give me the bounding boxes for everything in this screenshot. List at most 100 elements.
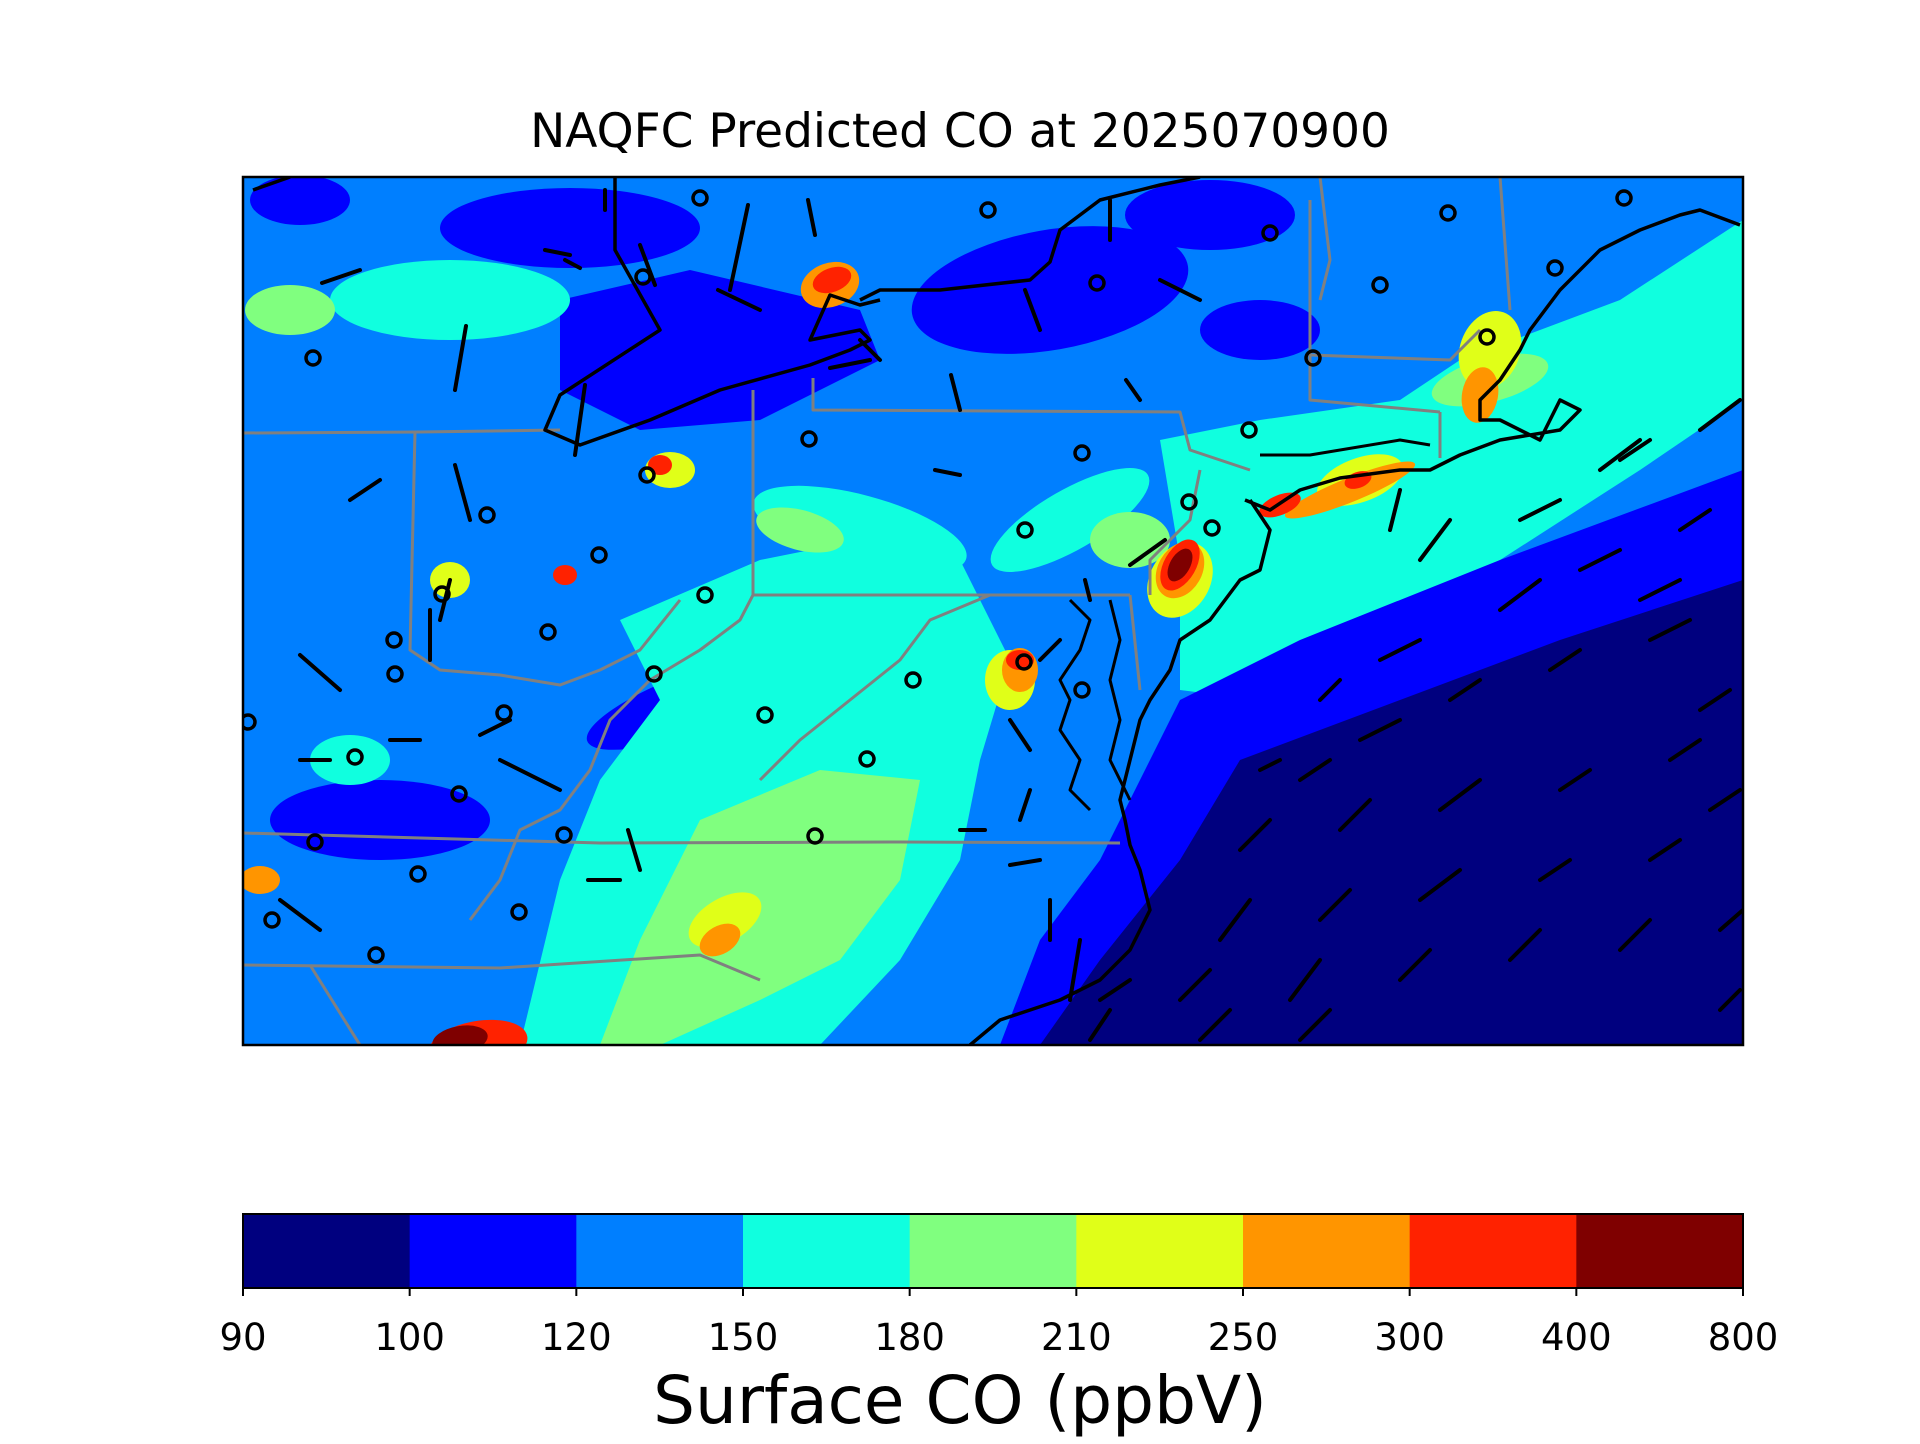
wind-barb: [806, 198, 817, 237]
region-orange-ct: [1461, 367, 1499, 423]
state-line-nh-vt: [1498, 177, 1512, 311]
calm-wind-marker: [638, 466, 656, 484]
state-line-ma: [1309, 328, 1482, 362]
state-line-nj: [1148, 469, 1202, 595]
map-area: [243, 177, 1743, 1045]
calm-wind-marker: [1180, 493, 1198, 511]
state-line-sc: [308, 964, 362, 1045]
calm-wind-marker: [904, 671, 922, 689]
colorbar-tick-label: 210: [1041, 1316, 1112, 1359]
state-line-tn-nc: [243, 953, 761, 982]
wind-barb: [1298, 758, 1332, 782]
wind-barb: [1448, 678, 1482, 702]
wind-barb: [949, 373, 962, 412]
calm-wind-marker: [306, 833, 324, 851]
calm-wind-marker: [263, 911, 281, 929]
wind-barb: [716, 288, 762, 312]
coastline-mid-atlantic: [968, 499, 1272, 1045]
region-orange-west: [243, 866, 280, 894]
state-line-pa-south: [751, 390, 1130, 597]
wind-barb: [563, 258, 582, 270]
region-cyan-valley: [990, 468, 1150, 572]
wind-barb: [1008, 858, 1042, 867]
colorbar-tick-label: 120: [541, 1316, 612, 1359]
wind-barb: [1198, 1008, 1232, 1042]
wind-barb: [1124, 378, 1142, 402]
colorbar-segment: [243, 1214, 411, 1288]
calm-wind-marker: [858, 750, 876, 768]
calm-wind-marker: [539, 623, 557, 641]
region-darkred-hotspot: [1167, 548, 1193, 582]
wind-barb: [1318, 678, 1342, 702]
coastline-lake-erie: [543, 177, 881, 447]
wind-barb: [1418, 518, 1452, 562]
calm-wind-marker: [409, 865, 427, 883]
wind-barb: [1288, 958, 1322, 1002]
calm-wind-marker: [1371, 276, 1389, 294]
wind-barb: [1088, 1008, 1112, 1042]
colorbar-tick-label: 300: [1374, 1316, 1445, 1359]
colorbar-segment: [409, 1214, 577, 1288]
wind-barb: [1698, 688, 1732, 712]
calm-wind-marker: [1073, 681, 1091, 699]
calm-wind-marker: [1615, 189, 1633, 207]
calm-wind-marker: [1546, 259, 1564, 277]
colorbar-tick-label: 100: [374, 1316, 445, 1359]
colorbar-segment: [743, 1214, 911, 1288]
wind-barb: [1718, 908, 1743, 932]
wind-barb: [1518, 498, 1562, 522]
colorbar-tick-label: 150: [708, 1316, 779, 1359]
wind-barb: [1438, 778, 1482, 812]
wind-barb: [498, 758, 562, 792]
wind-barb: [1698, 398, 1742, 432]
wind-barb: [1338, 798, 1372, 832]
coastline-north-shore: [252, 177, 291, 192]
state-line-de: [1128, 594, 1142, 691]
wind-barb: [1558, 768, 1592, 792]
wind-barb: [1668, 738, 1702, 762]
map-overlays: [243, 177, 1743, 1045]
wind-barb: [1538, 858, 1572, 882]
state-line-michigan-ohio: [243, 428, 561, 435]
calm-wind-marker: [979, 201, 997, 219]
colorbar-segment: [1576, 1214, 1744, 1288]
calm-wind-marker: [1240, 421, 1258, 439]
wind-barb: [1023, 288, 1042, 332]
wind-barb: [1578, 548, 1622, 572]
region-red-ohio: [553, 565, 577, 585]
calm-wind-marker: [367, 946, 385, 964]
region-red-erie: [812, 266, 852, 294]
calm-wind-marker: [756, 706, 774, 724]
wind-barb: [1018, 788, 1032, 822]
calm-wind-marker: [385, 631, 403, 649]
wind-barb: [1548, 648, 1582, 672]
region-cyan-pennsylvania: [753, 485, 967, 575]
wind-barb: [453, 463, 472, 522]
calm-wind-marker: [555, 826, 573, 844]
state-line-wv-va: [468, 594, 755, 921]
coastline-lake-ontario: [859, 177, 1201, 302]
wind-barb: [573, 383, 587, 457]
calm-wind-marker: [433, 585, 451, 603]
region-low-north: [440, 188, 700, 268]
wind-barb: [1008, 718, 1032, 752]
wind-barb: [1638, 578, 1682, 602]
coastline-long-island-north: [1260, 438, 1431, 457]
wind-barb: [543, 248, 572, 257]
wind-barb: [1298, 1008, 1332, 1042]
calm-wind-marker: [691, 189, 709, 207]
region-green-central: [1090, 512, 1170, 568]
colorbar-segment: [576, 1214, 744, 1288]
colorbar-segment: [1076, 1214, 1244, 1288]
calm-wind-marker: [495, 704, 513, 722]
coastline-chesapeake-west: [1058, 598, 1092, 812]
wind-barb: [1158, 278, 1202, 302]
wind-barb: [478, 718, 512, 737]
wind-barb: [1598, 438, 1642, 472]
calm-wind-marker: [806, 827, 824, 845]
calm-wind-marker: [645, 665, 663, 683]
calm-wind-marker: [243, 713, 257, 731]
calm-wind-marker: [1478, 328, 1496, 346]
